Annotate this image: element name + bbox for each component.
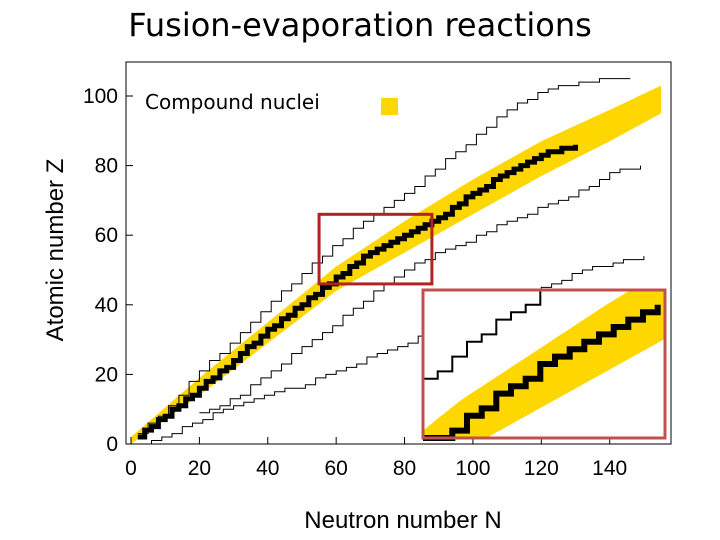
legend-swatch [381, 98, 398, 115]
y-tick-label: 100 [83, 85, 118, 108]
x-tick-label: 20 [188, 457, 211, 480]
plot-frame [125, 61, 672, 445]
band-area [131, 85, 661, 444]
y-tick-label: 60 [95, 224, 118, 247]
y-tick-label: 80 [95, 155, 118, 178]
x-axis-label: Neutron number N [304, 507, 501, 534]
y-tick-label: 20 [95, 363, 118, 386]
slide-title: Fusion-evaporation reactions [128, 6, 592, 44]
inset-frame [421, 288, 667, 440]
x-tick-label: 60 [324, 457, 347, 480]
x-tick-label: 40 [256, 457, 279, 480]
x-tick-label: 80 [393, 457, 416, 480]
x-tick-label: 0 [125, 457, 137, 480]
x-tick-label: 100 [455, 457, 490, 480]
compound-nuclei-band [131, 85, 661, 444]
stable-nuclei-line [137, 144, 578, 440]
x-tick-label: 120 [524, 457, 559, 480]
proton-dripline [137, 78, 631, 435]
y-axis-label: Atomic number Z [42, 159, 69, 342]
axis-ticks: 0 20 40 60 80 100 120 140 0 20 40 60 80 100 [83, 85, 627, 480]
legend-label: Compound nuclei [145, 90, 320, 114]
chart-lines [137, 78, 645, 445]
y-tick-label: 40 [95, 294, 118, 317]
highlight-region-box [317, 212, 434, 286]
ref-line-1 [199, 165, 641, 414]
neutron-dripline [141, 256, 645, 445]
x-tick-label: 140 [592, 457, 627, 480]
inset-zoom [421, 288, 667, 441]
inset-stable-line [423, 304, 661, 441]
y-tick-label: 0 [106, 433, 118, 456]
